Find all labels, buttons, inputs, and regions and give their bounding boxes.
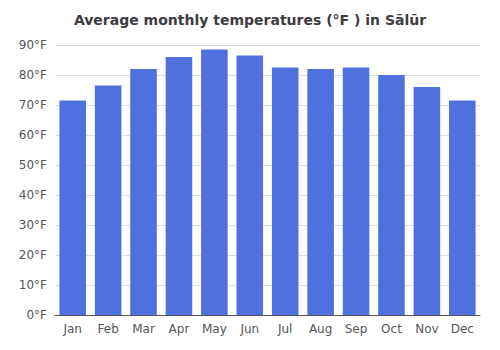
svg-text:Sep: Sep <box>345 322 368 336</box>
svg-text:Feb: Feb <box>98 322 119 336</box>
svg-text:Jul: Jul <box>277 322 292 336</box>
svg-text:20°F: 20°F <box>19 248 47 262</box>
svg-text:60°F: 60°F <box>19 128 47 142</box>
svg-text:Mar: Mar <box>132 322 155 336</box>
svg-text:10°F: 10°F <box>19 278 47 292</box>
svg-text:Dec: Dec <box>451 322 474 336</box>
svg-text:30°F: 30°F <box>19 218 47 232</box>
svg-text:Nov: Nov <box>415 322 438 336</box>
svg-text:0°F: 0°F <box>26 308 47 322</box>
svg-text:Jun: Jun <box>239 322 259 336</box>
svg-text:Average monthly temperatures (: Average monthly temperatures (°F ) in Sā… <box>74 12 426 28</box>
svg-text:May: May <box>202 322 227 336</box>
svg-text:Oct: Oct <box>381 322 402 336</box>
svg-text:90°F: 90°F <box>19 38 47 52</box>
svg-text:Aug: Aug <box>309 322 332 336</box>
svg-text:70°F: 70°F <box>19 98 47 112</box>
svg-text:50°F: 50°F <box>19 158 47 172</box>
svg-text:40°F: 40°F <box>19 188 47 202</box>
svg-text:Apr: Apr <box>169 322 190 336</box>
svg-text:Jan: Jan <box>62 322 82 336</box>
svg-text:80°F: 80°F <box>19 68 47 82</box>
